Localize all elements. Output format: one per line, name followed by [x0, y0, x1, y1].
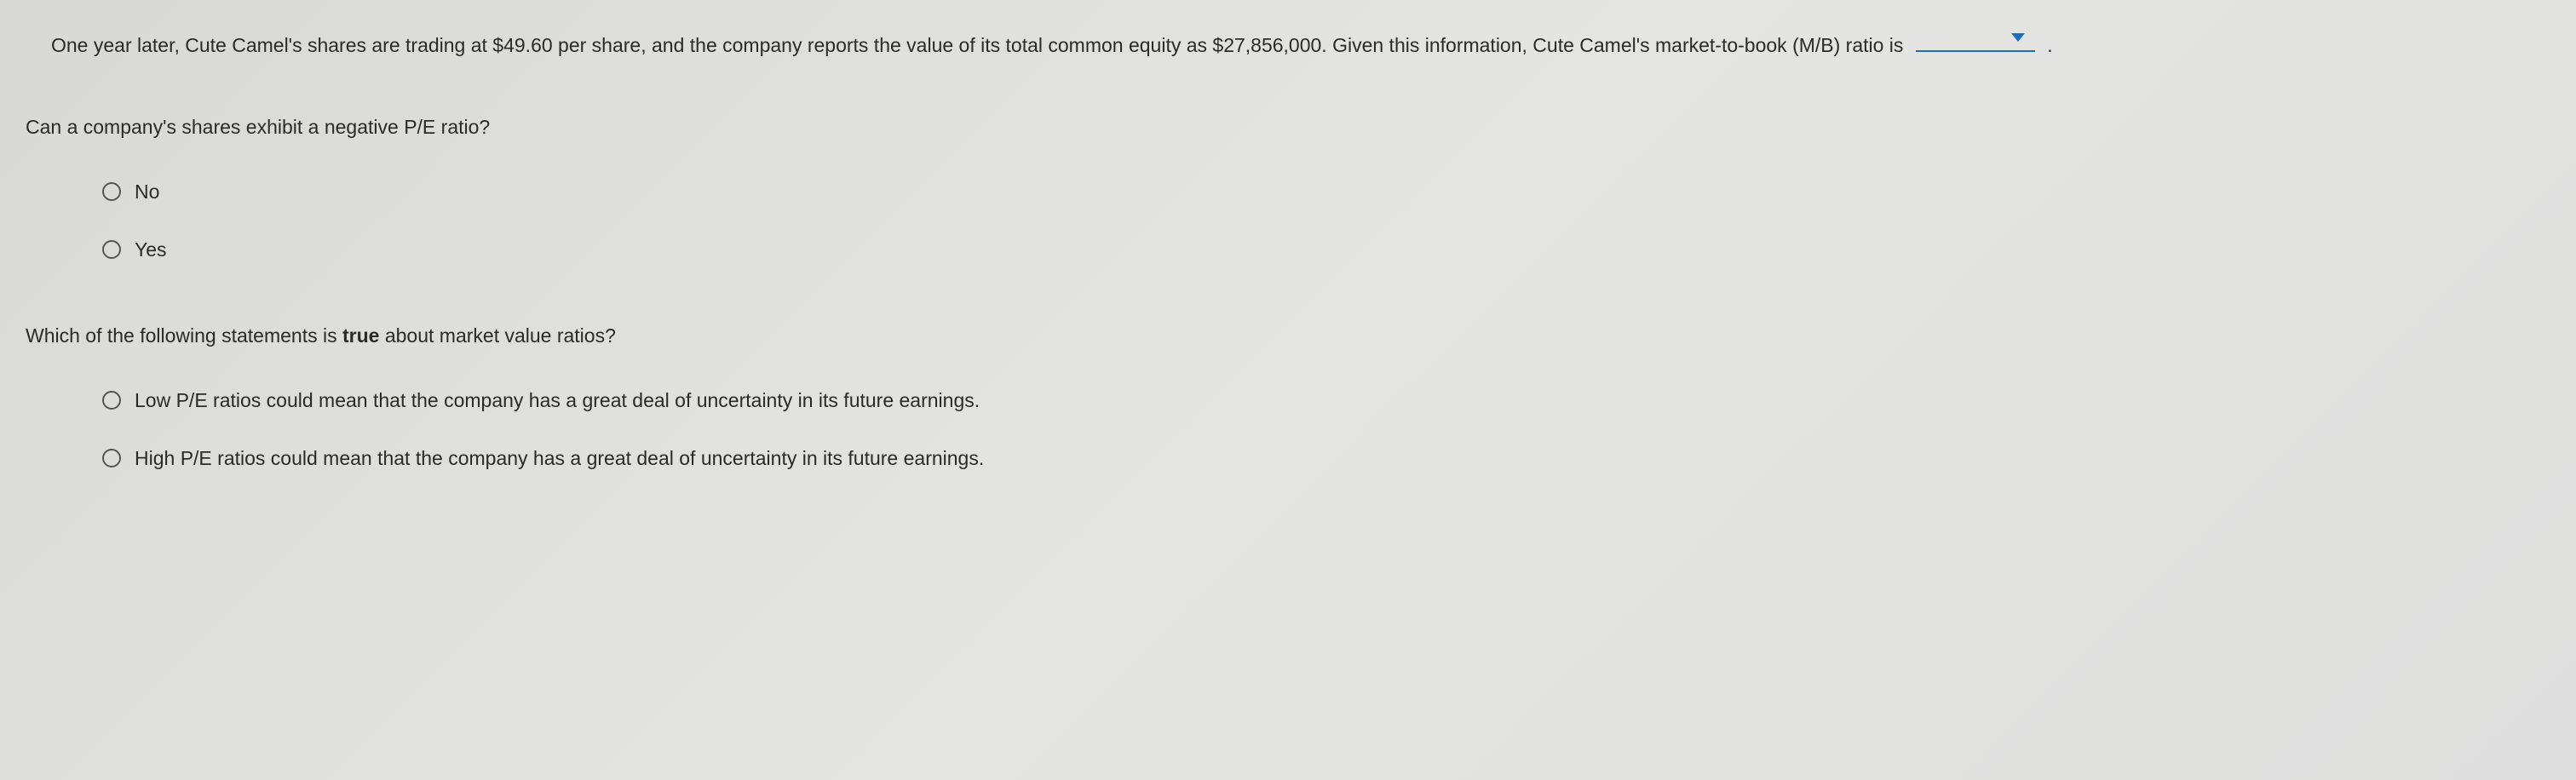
option-no[interactable]: No: [102, 172, 2525, 211]
option-no-label: No: [135, 172, 159, 211]
option-high-pe-label: High P/E ratios could mean that the comp…: [135, 439, 984, 478]
option-low-pe[interactable]: Low P/E ratios could mean that the compa…: [102, 381, 2525, 420]
radio-icon: [102, 182, 121, 201]
question-market-value: Which of the following statements is tru…: [26, 316, 2525, 355]
intro-paragraph: One year later, Cute Camel's shares are …: [51, 26, 2525, 65]
option-high-pe[interactable]: High P/E ratios could mean that the comp…: [102, 439, 2525, 478]
question2-prompt-after: about market value ratios?: [379, 324, 615, 347]
question1-prompt: Can a company's shares exhibit a negativ…: [26, 116, 490, 138]
question2-prompt-bold: true: [342, 324, 379, 347]
question2-options: Low P/E ratios could mean that the compa…: [102, 381, 2525, 478]
question-pe-negative: Can a company's shares exhibit a negativ…: [26, 107, 2525, 146]
option-yes-label: Yes: [135, 230, 167, 269]
radio-icon: [102, 240, 121, 259]
intro-text-before: One year later, Cute Camel's shares are …: [51, 34, 1909, 56]
chevron-down-icon: [2011, 33, 2025, 42]
question2-prompt-before: Which of the following statements is: [26, 324, 342, 347]
option-low-pe-label: Low P/E ratios could mean that the compa…: [135, 381, 980, 420]
mb-ratio-dropdown[interactable]: [1916, 30, 2035, 52]
intro-text-after: .: [2042, 34, 2053, 56]
radio-icon: [102, 391, 121, 410]
question1-options: No Yes: [102, 172, 2525, 269]
radio-icon: [102, 449, 121, 467]
option-yes[interactable]: Yes: [102, 230, 2525, 269]
